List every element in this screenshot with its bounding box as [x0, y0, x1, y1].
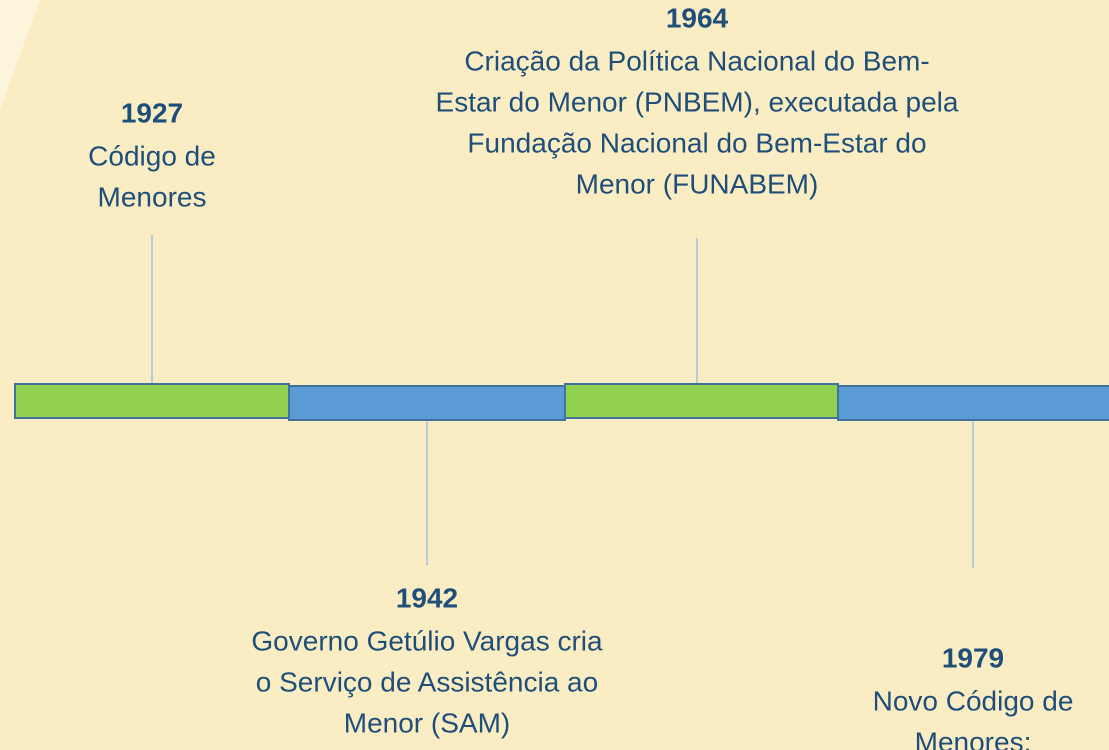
segment [564, 383, 839, 419]
segment [837, 385, 1109, 421]
event-text: Estar do Menor (PNBEM), executada pela [436, 86, 959, 117]
event-text: Menores [98, 181, 207, 212]
event-year: 1979 [942, 642, 1004, 673]
event-text: o Serviço de Assistência ao [256, 666, 598, 697]
event-text: Menor (FUNABEM) [576, 168, 819, 199]
event-text: Criação da Política Nacional do Bem- [464, 45, 929, 76]
event-text: Novo Código de [873, 685, 1074, 716]
event-year: 1964 [666, 2, 729, 33]
segment [14, 383, 290, 419]
event-year: 1927 [121, 97, 183, 128]
event-text: Código de [88, 140, 216, 171]
event-text: Menores; [915, 726, 1032, 750]
event-text: Governo Getúlio Vargas cria [251, 625, 603, 656]
event-text: Fundação Nacional do Bem-Estar do [467, 127, 926, 158]
event-text: Menor (SAM) [344, 707, 510, 738]
segment [288, 385, 566, 421]
event-year: 1942 [396, 582, 458, 613]
corner-shape [0, 0, 40, 110]
